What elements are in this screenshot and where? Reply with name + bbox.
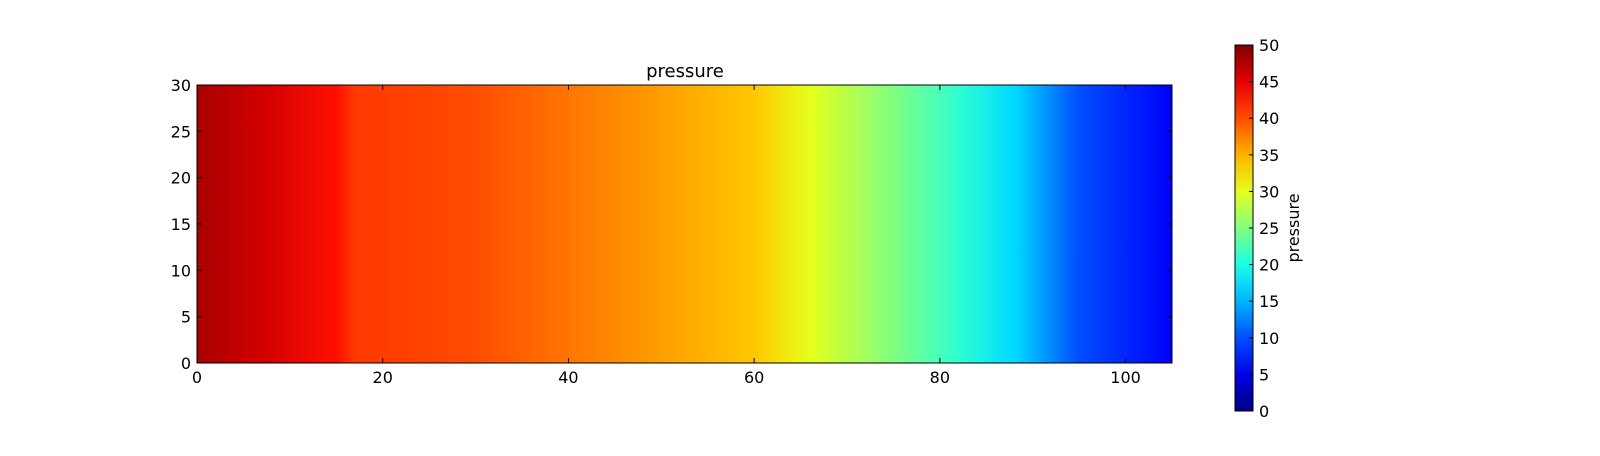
colorbar-tick-label: 10 [1259,329,1279,348]
colorbar-tick-label: 0 [1259,402,1269,421]
colorbar-segment [1235,45,1253,83]
x-tick-label: 80 [930,368,950,387]
colorbar-tick-label: 15 [1259,292,1279,311]
x-tick-label: 60 [744,368,764,387]
x-tick-label: 40 [558,368,578,387]
colorbar-segment [1235,81,1253,119]
colorbar-tick-label: 20 [1259,256,1279,275]
colorbar-segment [1235,374,1253,412]
colorbar-tick-label: 5 [1259,365,1269,384]
x-tick-label: 100 [1110,368,1141,387]
chart-title: pressure [646,61,724,82]
colorbar-segment [1235,154,1253,192]
x-tick-label: 0 [192,368,202,387]
y-axis-ticks: 0 5 10 15 20 25 30 [171,76,1172,373]
colorbar [1235,45,1253,412]
colorbar-segment [1235,301,1253,339]
colorbar-segment [1235,191,1253,229]
y-tick-label: 15 [171,215,191,234]
colorbar-tick-label: 25 [1259,219,1279,238]
colorbar-tick-label: 35 [1259,146,1279,165]
y-tick-label: 20 [171,169,191,188]
plot-frame [196,84,1173,364]
y-tick-label: 10 [171,261,191,280]
y-tick-label: 30 [171,76,191,95]
colorbar-segment [1235,264,1253,302]
colorbar-tick-label: 45 [1259,73,1279,92]
colorbar-ticks: 0 5 10 15 20 25 30 35 40 45 50 [1249,36,1279,421]
colorbar-tick-label: 50 [1259,36,1279,55]
y-tick-label: 0 [181,354,191,373]
colorbar-label: pressure [1284,193,1303,262]
colorbar-tick-label: 30 [1259,182,1279,201]
y-tick-label: 5 [181,308,191,327]
x-tick-label: 20 [373,368,393,387]
colorbar-tick-label: 40 [1259,109,1279,128]
x-axis-ticks: 0 20 40 60 80 100 [192,85,1141,387]
colorbar-segment [1235,118,1253,156]
y-tick-label: 25 [171,122,191,141]
plot-field [197,85,1172,363]
colorbar-segment [1235,337,1253,375]
colorbar-segment [1235,228,1253,266]
